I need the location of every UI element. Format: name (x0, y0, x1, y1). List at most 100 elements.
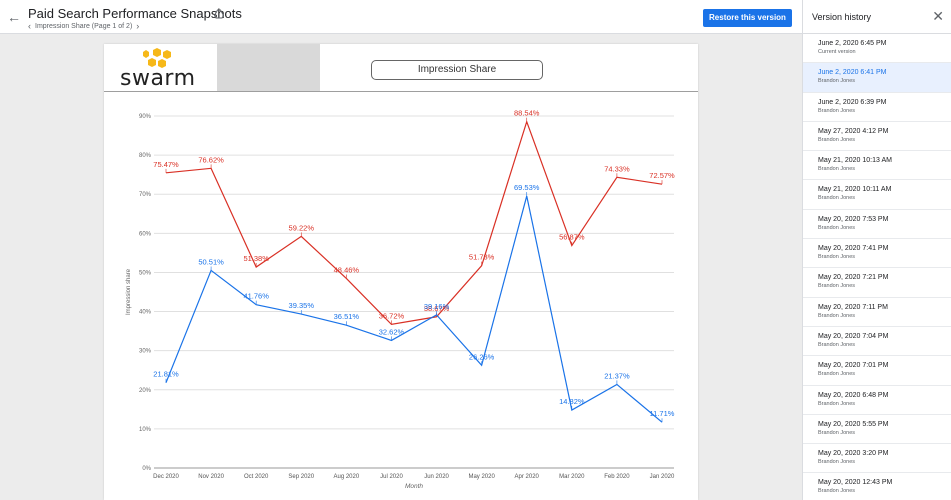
data-label: 74.33% (604, 164, 630, 173)
data-label: 48.46% (334, 265, 360, 274)
report-canvas: swarm Impression Share 0% 10% 20% 30% 40% 50%… (0, 34, 802, 500)
version-item[interactable]: May 20, 2020 7:04 PM Brandon Jones (803, 327, 951, 357)
version-list: June 2, 2020 6:45 PM Current version June… (803, 34, 951, 500)
close-icon[interactable]: ✕ (932, 8, 944, 24)
version-item[interactable]: May 21, 2020 10:11 AM Brandon Jones (803, 180, 951, 210)
data-label: 21.81% (153, 370, 179, 379)
y-tick-label: 50% (139, 270, 152, 276)
report-title: Paid Search Performance Snapshots (28, 6, 242, 21)
y-tick-label: 40% (139, 310, 152, 316)
version-item[interactable]: May 20, 2020 7:21 PM Brandon Jones (803, 268, 951, 298)
version-author: Current version (818, 49, 856, 55)
back-arrow-icon[interactable]: ← (7, 9, 21, 25)
version-date: May 20, 2020 3:20 PM (818, 450, 889, 458)
version-date: May 20, 2020 12:43 PM (818, 479, 893, 487)
version-item[interactable]: May 21, 2020 10:13 AM Brandon Jones (803, 151, 951, 181)
version-author: Brandon Jones (818, 224, 855, 231)
y-tick-label: 90% (139, 114, 152, 120)
x-tick-label: May 2020 (468, 474, 495, 480)
y-tick-label: 70% (139, 192, 152, 198)
version-item-selected[interactable]: June 2, 2020 6:41 PM Brandon Jones (803, 63, 951, 93)
x-tick-label: Jul 2020 (380, 474, 403, 480)
version-author: Brandon Jones (818, 459, 855, 466)
x-tick-label: Apr 2020 (515, 474, 540, 480)
version-date: May 27, 2020 4:12 PM (818, 127, 889, 135)
version-author: Brandon Jones (818, 166, 855, 173)
version-author: Brandon Jones (818, 107, 855, 114)
logo-text: swarm (120, 66, 196, 91)
logo: swarm (104, 44, 217, 91)
panel-title: Version history (812, 12, 872, 22)
version-item[interactable]: May 27, 2020 4:12 PM Brandon Jones (803, 122, 951, 152)
next-page-chevron-icon[interactable]: › (136, 21, 140, 31)
y-tick-label: 80% (139, 153, 152, 159)
data-label: 38.67% (424, 304, 450, 313)
x-tick-label: Aug 2020 (334, 474, 360, 480)
version-date: June 2, 2020 6:39 PM (818, 98, 887, 106)
version-item[interactable]: May 20, 2020 7:11 PM Brandon Jones (803, 298, 951, 327)
header-divider (104, 91, 698, 92)
y-tick-label: 30% (139, 349, 152, 355)
version-author: Brandon Jones (818, 254, 855, 261)
data-label: 26.26% (469, 352, 495, 361)
x-tick-label: Sep 2020 (288, 474, 314, 480)
data-label: 76.62% (198, 155, 224, 164)
version-date: June 2, 2020 6:41 PM (818, 69, 887, 77)
data-label: 32.62% (379, 327, 405, 336)
version-item[interactable]: June 2, 2020 6:39 PM Brandon Jones (803, 93, 951, 122)
x-tick-label: Dec 2020 (153, 474, 179, 480)
data-label: 36.51% (334, 312, 360, 321)
prev-page-chevron-icon[interactable]: ‹ (28, 21, 31, 31)
x-tick-label: Oct 2020 (244, 474, 269, 480)
data-label: 14.82% (559, 397, 585, 406)
restore-version-button[interactable]: Restore this version (703, 9, 792, 27)
version-item[interactable]: May 20, 2020 6:48 PM Brandon Jones (803, 386, 951, 415)
x-tick-label: Mar 2020 (559, 474, 585, 480)
top-bar: ← Paid Search Performance Snapshots ‹ Im… (0, 0, 802, 34)
version-item[interactable]: May 20, 2020 7:01 PM Brandon Jones (803, 356, 951, 386)
version-item[interactable]: May 20, 2020 12:43 PM Brandon Jones (803, 473, 951, 500)
y-tick-label: 20% (139, 388, 152, 394)
version-date: May 20, 2020 5:55 PM (818, 420, 889, 428)
line-chart: 0% 10% 20% 30% 40% 50% 60% 70% 80% 90% Dec 2020 Nov… (126, 109, 675, 490)
version-date: May 20, 2020 7:53 PM (818, 215, 889, 223)
version-date: May 20, 2020 6:48 PM (818, 391, 889, 399)
version-history-panel: Version history ✕ June 2, 2020 6:45 PM Cu… (802, 0, 951, 500)
series-line (165, 119, 663, 326)
version-date: May 20, 2020 7:21 PM (818, 274, 889, 282)
data-label: 39.16% (424, 302, 450, 311)
version-item[interactable]: May 20, 2020 7:53 PM Brandon Jones (803, 210, 951, 240)
data-label: 69.53% (514, 183, 540, 192)
version-author: Brandon Jones (818, 195, 855, 202)
data-label: 75.47% (153, 160, 179, 169)
version-date: May 20, 2020 7:01 PM (818, 362, 889, 370)
version-author: Brandon Jones (818, 429, 855, 436)
version-item[interactable]: May 20, 2020 7:41 PM Brandon Jones (803, 239, 951, 269)
panel-header: Version history ✕ (803, 0, 951, 34)
x-tick-label: Feb 2020 (604, 474, 630, 480)
version-author: Brandon Jones (818, 400, 855, 407)
y-tick-label: 10% (139, 427, 152, 433)
page-indicator: Impression Share (Page 1 of 2) (35, 22, 133, 30)
data-label: 39.35% (289, 301, 315, 310)
version-author: Brandon Jones (818, 371, 855, 378)
x-tick-label: Jun 2020 (424, 474, 449, 480)
version-date: May 20, 2020 7:04 PM (818, 332, 889, 340)
data-label: 41.76% (243, 292, 269, 301)
data-label: 51.38% (243, 254, 269, 263)
chart-title: Impression Share (371, 60, 543, 80)
version-author: Brandon Jones (818, 283, 855, 290)
hexagon-logo-icon (143, 48, 171, 68)
data-label: 51.73% (469, 253, 495, 262)
x-tick-label: Jan 2020 (650, 474, 675, 480)
version-item[interactable]: May 20, 2020 5:55 PM Brandon Jones (803, 415, 951, 445)
placeholder-block (217, 44, 320, 91)
version-date: May 21, 2020 10:11 AM (818, 186, 892, 194)
data-label: 59.22% (289, 223, 315, 232)
series-line (165, 195, 663, 423)
version-date: May 21, 2020 10:13 AM (818, 157, 892, 165)
data-label: 50.51% (198, 257, 224, 266)
version-item[interactable]: June 2, 2020 6:45 PM Current version (803, 34, 951, 64)
version-item[interactable]: May 20, 2020 3:20 PM Brandon Jones (803, 444, 951, 474)
breadcrumb: ‹ Impression Share (Page 1 of 2) › (28, 21, 139, 31)
